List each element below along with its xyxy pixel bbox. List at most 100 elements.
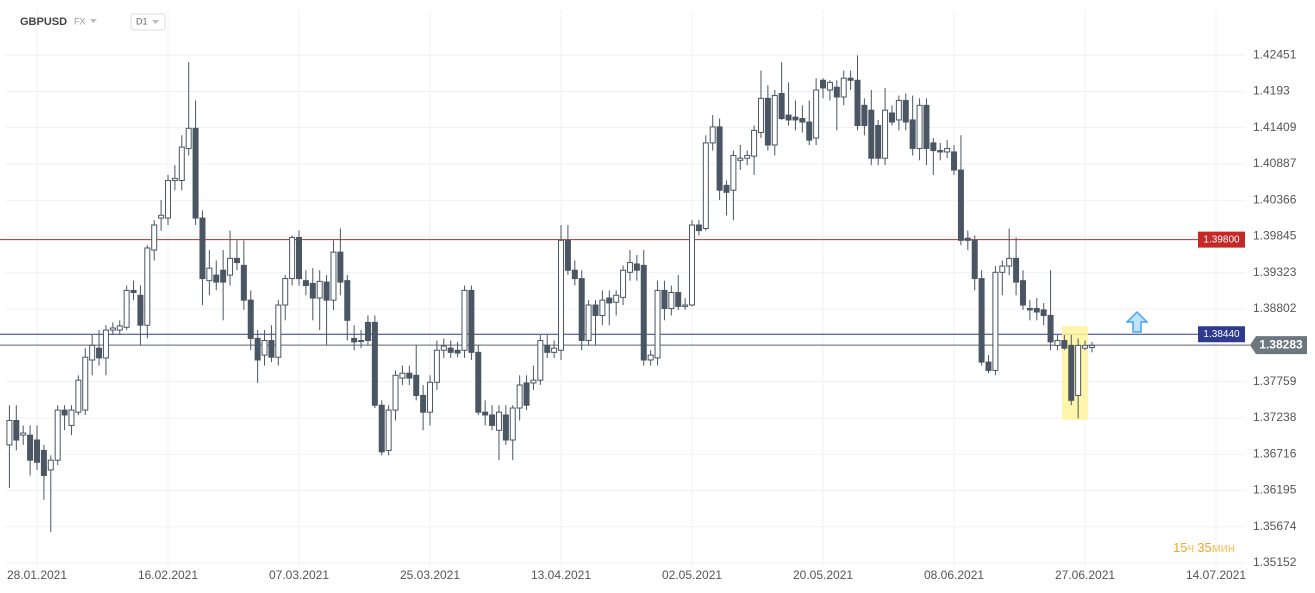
timer-hours: 15 [1173, 540, 1187, 555]
x-tick-label: 02.05.2021 [662, 568, 722, 582]
candle-body [868, 109, 875, 159]
candle-body [861, 104, 868, 127]
candle-body [454, 349, 461, 354]
candle-body [833, 86, 840, 98]
candle-body [427, 381, 434, 413]
candle-body [778, 92, 785, 120]
candle-body [75, 379, 82, 413]
x-tick-label: 08.06.2021 [924, 568, 984, 582]
candle-body [399, 372, 406, 379]
candle-body [1075, 344, 1082, 396]
candle-body [440, 345, 447, 351]
candle-body [254, 337, 261, 361]
candle-body [992, 271, 999, 371]
candle-body [1088, 344, 1095, 348]
candle-body [123, 289, 130, 328]
x-tick-label: 20.05.2021 [793, 568, 853, 582]
candle-body [613, 294, 620, 303]
candle-body [654, 289, 661, 359]
candle-body [220, 269, 227, 283]
candle-body [799, 118, 806, 123]
candles [6, 55, 1095, 532]
timer-hours-unit: ч [1187, 540, 1194, 555]
candle-body [282, 278, 289, 306]
candle-body [640, 264, 647, 361]
candle-body [751, 129, 758, 157]
y-tick-label: 1.40887 [1253, 156, 1297, 170]
candle-body [68, 409, 75, 426]
candle-body [744, 154, 751, 159]
candle-body [420, 394, 427, 413]
candle-body [944, 147, 951, 153]
y-tick-label: 1.39323 [1253, 265, 1297, 279]
candle-body [895, 99, 902, 121]
candle-body [599, 299, 606, 316]
candle-body [854, 79, 861, 127]
candle-body [806, 121, 813, 141]
candle-body [689, 224, 696, 306]
candle-body [109, 327, 116, 331]
symbol[interactable]: GBPUSD [20, 16, 67, 28]
candle-body [385, 409, 392, 451]
candle-body [785, 114, 792, 121]
candle-body [999, 265, 1006, 273]
timer-minutes: 35 [1197, 540, 1211, 555]
candle-body [89, 344, 96, 361]
candle-body [96, 347, 103, 359]
y-tick-label: 1.4193 [1253, 84, 1290, 98]
candle-body [337, 251, 344, 283]
candle-body [647, 354, 654, 361]
candle-body [13, 420, 20, 441]
candle-body [757, 97, 764, 133]
candle-body [1068, 344, 1075, 401]
y-tick-label: 1.37238 [1253, 410, 1297, 424]
candle-body [902, 99, 909, 123]
candle-body [764, 97, 771, 146]
candle-body [47, 459, 54, 471]
x-tick-label: 13.04.2021 [531, 568, 591, 582]
level-label-box [1198, 231, 1245, 248]
x-tick-label: 28.01.2021 [7, 568, 67, 582]
candle-body [695, 224, 702, 232]
candle-body [171, 177, 178, 181]
candle-body [792, 116, 799, 121]
candle-body [144, 247, 151, 326]
candle-body [240, 264, 247, 301]
candle-body [551, 347, 558, 353]
y-tick-label: 1.35152 [1253, 555, 1297, 569]
timeframe[interactable]: D1 [136, 16, 148, 26]
candle-body [606, 297, 613, 304]
candle-body [289, 237, 296, 280]
candle-body [413, 374, 420, 396]
candle-body [820, 79, 827, 89]
candle-body [1061, 340, 1068, 349]
candle-body [378, 404, 385, 453]
timeframe-box[interactable] [130, 13, 166, 31]
dropdown-arrow[interactable] [152, 20, 159, 24]
candle-body [668, 292, 675, 310]
candle-body [371, 321, 378, 406]
y-tick-label: 1.41409 [1253, 120, 1297, 134]
candle-body [151, 224, 158, 251]
dropdown-arrow[interactable] [90, 19, 97, 23]
candle-body [261, 340, 268, 356]
candle-body [364, 321, 371, 342]
level-label: 1.38440 [1203, 329, 1240, 340]
x-tick-label: 07.03.2021 [269, 568, 329, 582]
candle-body [302, 280, 309, 287]
candle-body [351, 337, 358, 343]
candle-body [937, 150, 944, 153]
candle-body [268, 340, 275, 358]
candle-body [633, 263, 640, 271]
candle-body [875, 125, 882, 159]
candle-body [495, 411, 502, 431]
candle-body [971, 239, 978, 280]
candle-body [1033, 308, 1040, 313]
candle-body [192, 127, 199, 219]
candle-body [509, 407, 516, 441]
last-price-box [1250, 336, 1307, 355]
labels: 1.42451 1.4193 1.41409 1.40887 1.40366 1.3984… [7, 47, 1307, 582]
candle-body [826, 81, 833, 91]
candle-body [951, 151, 958, 171]
